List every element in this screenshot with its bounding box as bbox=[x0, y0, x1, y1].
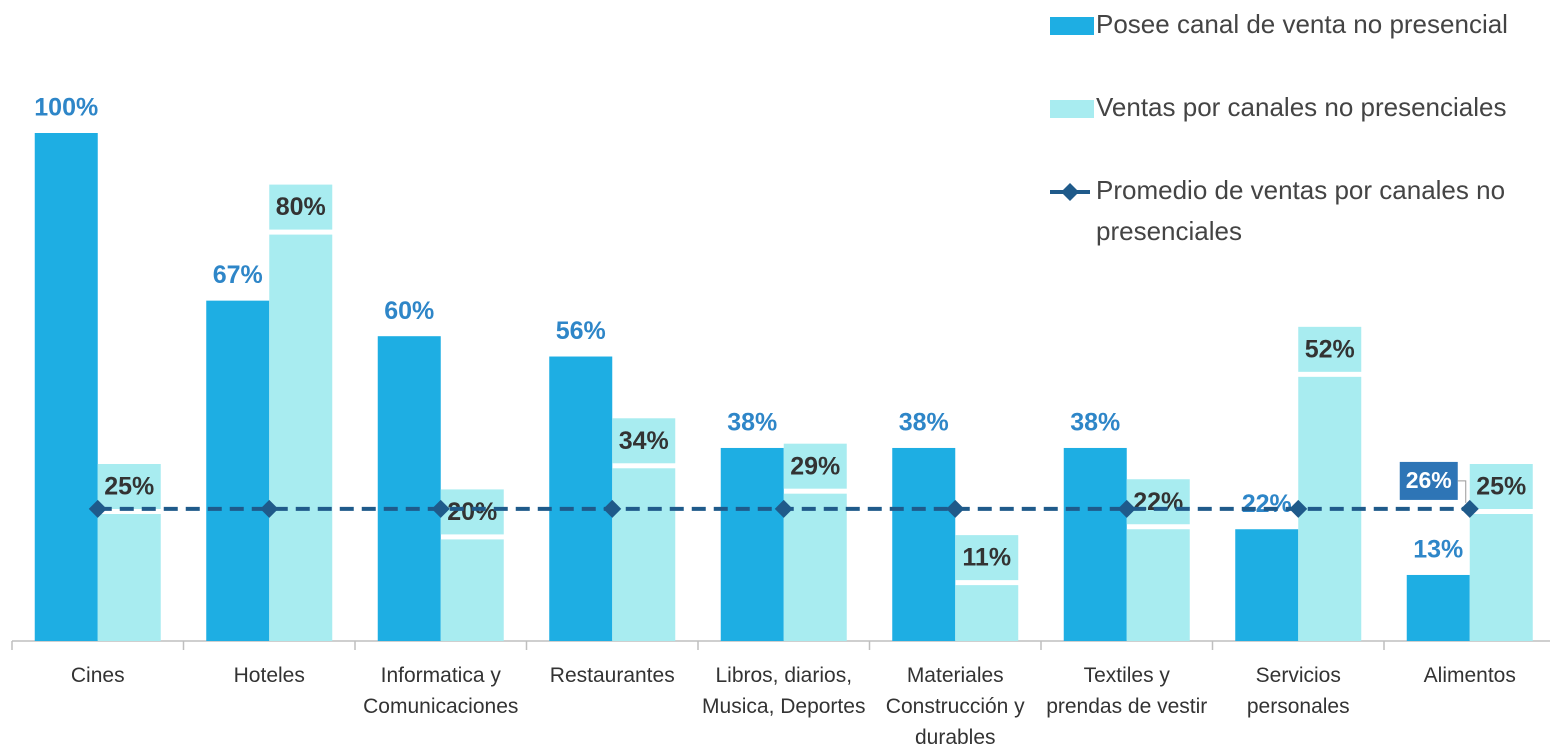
data-label-box bbox=[955, 535, 1019, 581]
data-label-box bbox=[1298, 326, 1362, 372]
data-label: 100% bbox=[34, 94, 98, 122]
data-label-box bbox=[1399, 461, 1458, 500]
data-label-box bbox=[783, 443, 847, 489]
bar bbox=[34, 133, 98, 641]
bar bbox=[1063, 447, 1127, 641]
line-marker bbox=[431, 499, 450, 518]
line-marker bbox=[1117, 499, 1136, 518]
bar bbox=[1235, 529, 1299, 641]
data-label: 34% bbox=[619, 427, 669, 455]
x-tick-label: Alimentos bbox=[1423, 664, 1516, 687]
legend: Posee canal de venta no presencial Ventas… bbox=[1050, 4, 1545, 294]
x-tick-label: Textiles y prendas de vestir bbox=[1046, 664, 1208, 718]
bar bbox=[892, 447, 956, 641]
data-label-box bbox=[1126, 479, 1190, 525]
bar bbox=[783, 493, 847, 641]
line-marker bbox=[774, 499, 793, 518]
bar bbox=[206, 300, 270, 641]
x-tick-label: Restaurantes bbox=[549, 664, 675, 687]
x-tick-label: Materiales Construcción y durables bbox=[885, 664, 1025, 746]
leader-line bbox=[1457, 480, 1467, 503]
x-tick-label: Servicios personales bbox=[1246, 664, 1350, 718]
bar bbox=[1469, 514, 1533, 641]
data-label: 26% bbox=[1406, 467, 1452, 493]
legend-swatch bbox=[1050, 17, 1094, 35]
data-label: 80% bbox=[276, 193, 326, 221]
data-label: 38% bbox=[1070, 409, 1120, 437]
x-tick-label: Informatica y Comunicaciones bbox=[363, 664, 519, 718]
data-label-box bbox=[1469, 464, 1533, 509]
legend-label: Promedio de ventas por canales no presen… bbox=[1096, 175, 1506, 246]
line-marker bbox=[946, 499, 965, 518]
legend-item: Posee canal de venta no presencial bbox=[1050, 4, 1545, 45]
bar bbox=[377, 336, 441, 641]
data-label: 67% bbox=[213, 261, 263, 289]
line-marker bbox=[1289, 499, 1308, 518]
legend-item: Promedio de ventas por canales no presen… bbox=[1050, 170, 1545, 252]
x-tick-label: Hoteles bbox=[233, 664, 305, 687]
data-label: 13% bbox=[1413, 536, 1463, 564]
line-marker bbox=[88, 499, 107, 518]
bar bbox=[1406, 574, 1470, 641]
line-marker bbox=[1460, 499, 1479, 518]
legend-label: Ventas por canales no presenciales bbox=[1096, 92, 1507, 122]
data-label: 22% bbox=[1133, 488, 1183, 516]
data-label: 56% bbox=[556, 317, 606, 345]
bar bbox=[720, 447, 784, 641]
bar bbox=[269, 234, 333, 641]
legend-label: Posee canal de venta no presencial bbox=[1096, 9, 1508, 39]
data-label: 20% bbox=[447, 498, 497, 526]
data-label-box bbox=[612, 418, 676, 464]
data-label: 25% bbox=[104, 473, 154, 501]
legend-swatch bbox=[1050, 100, 1094, 118]
legend-swatch bbox=[1050, 183, 1090, 201]
bar bbox=[440, 539, 504, 641]
line-marker bbox=[603, 499, 622, 518]
data-label-box bbox=[97, 464, 161, 509]
x-tick-label: Libros, diarios, Musica, Deportes bbox=[702, 664, 866, 718]
bar bbox=[612, 468, 676, 641]
data-label-box bbox=[440, 489, 504, 535]
data-label: 29% bbox=[790, 452, 840, 480]
data-label: 22% bbox=[1242, 490, 1292, 518]
data-label: 52% bbox=[1305, 335, 1355, 363]
bar bbox=[1126, 529, 1190, 641]
bar bbox=[549, 356, 613, 641]
data-label: 60% bbox=[384, 297, 434, 325]
data-label: 38% bbox=[727, 409, 777, 437]
data-label: 38% bbox=[899, 409, 949, 437]
legend-item: Ventas por canales no presenciales bbox=[1050, 87, 1545, 128]
x-tick-label: Cines bbox=[70, 664, 125, 687]
bar bbox=[97, 514, 161, 641]
bar bbox=[955, 585, 1019, 641]
data-label: 11% bbox=[962, 544, 1011, 572]
data-label-box bbox=[269, 184, 333, 230]
data-label: 25% bbox=[1476, 473, 1526, 501]
line-marker bbox=[260, 499, 279, 518]
